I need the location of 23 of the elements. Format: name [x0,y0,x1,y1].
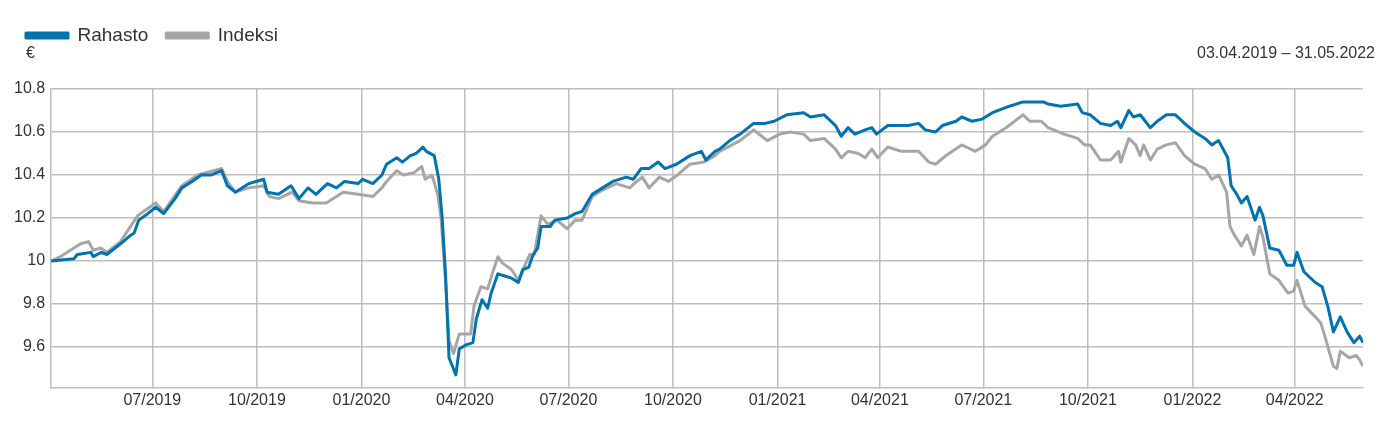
y-tick-label: 10.2 [14,208,46,226]
chart-subtitle: 03.04.2019 – 31.05.2022 [1197,44,1375,62]
x-tick-label: 04/2022 [1265,390,1324,408]
y-tick-label: 10.8 [14,79,46,97]
x-tick-label: 01/2021 [748,390,807,408]
y-tick-label: 10.6 [14,122,46,140]
x-tick-label: 10/2020 [644,390,702,408]
y-tick-label: 9.8 [22,294,46,312]
x-tick-label: 01/2020 [332,390,391,408]
x-tick-label: 04/2021 [850,390,909,408]
x-tick-label: 10/2019 [227,390,286,408]
y-tick-label: 10 [27,251,46,269]
x-tick-label: 07/2020 [539,390,598,408]
x-tick-label: 07/2019 [123,390,182,408]
x-tick-label: 01/2022 [1163,390,1222,408]
x-tick-label: 07/2021 [954,390,1013,408]
legend-label: Indeksi [217,23,278,45]
y-tick-label: 9.6 [22,337,46,355]
x-tick-label: 10/2021 [1058,390,1117,408]
y-axis-title: € [26,44,35,62]
legend-label: Rahasto [77,23,149,45]
y-tick-label: 10.4 [14,165,46,183]
x-tick-label: 04/2020 [436,390,494,408]
